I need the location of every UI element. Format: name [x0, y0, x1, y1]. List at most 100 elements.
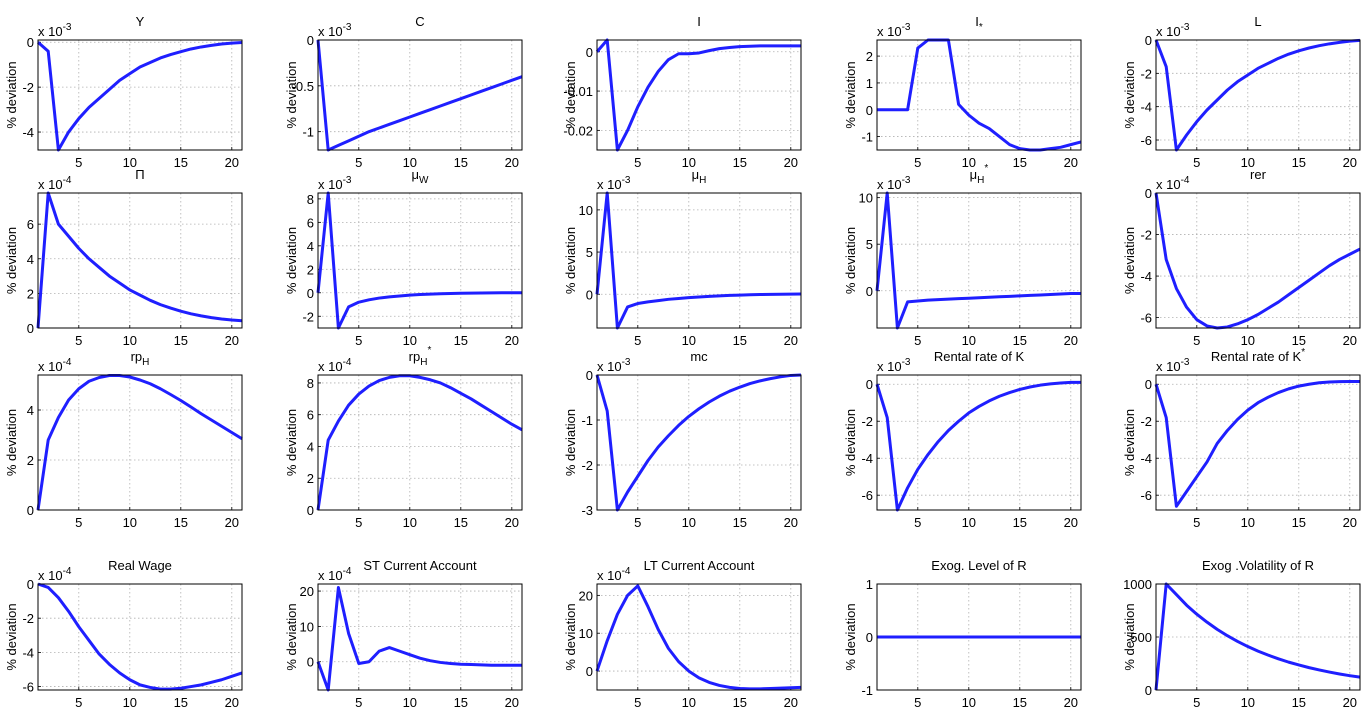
- y-axis-label: % deviation: [563, 603, 578, 670]
- scale-exponent: -3: [902, 175, 911, 186]
- series-line: [595, 373, 802, 512]
- x-tick-label: 15: [733, 695, 747, 710]
- y-tick-label: 0: [586, 368, 593, 383]
- scale-exponent: -3: [343, 175, 352, 186]
- x-tick-label: 20: [784, 155, 798, 170]
- axis-scale: x 10-4: [1156, 175, 1190, 192]
- chart-title: Exog .Volatility of R: [1202, 558, 1314, 573]
- title-text: I: [975, 14, 979, 29]
- x-tick-label: 5: [634, 695, 641, 710]
- x-tick-label: 15: [1292, 695, 1306, 710]
- x-tick-label: 20: [225, 333, 239, 348]
- x-tick-label: 5: [75, 695, 82, 710]
- title-text: LT Current Account: [644, 558, 755, 573]
- y-tick-label: -6: [22, 680, 34, 695]
- scale-base: x 10: [597, 568, 622, 583]
- y-tick-label: -4: [1140, 100, 1152, 115]
- x-tick-label: 15: [1013, 155, 1027, 170]
- x-tick-label: 10: [123, 695, 137, 710]
- y-tick-label: 0: [586, 287, 593, 302]
- y-tick-label: 6: [307, 215, 314, 230]
- plot-frame: [876, 192, 1082, 329]
- chart-title: LT Current Account: [644, 558, 755, 573]
- y-axis-label: % deviation: [563, 409, 578, 476]
- y-tick-label: -0.02: [563, 123, 593, 138]
- y-tick-label: 4: [27, 403, 34, 418]
- plot-frame: [317, 192, 523, 329]
- x-tick-label: 5: [634, 333, 641, 348]
- y-tick-label: -2: [1140, 228, 1152, 243]
- plot-frame: [37, 39, 243, 151]
- y-tick-label: 4: [307, 439, 314, 454]
- chart-title: rer: [1250, 167, 1267, 182]
- x-tick-label: 10: [123, 155, 137, 170]
- x-tick-label: 20: [1064, 333, 1078, 348]
- series-line: [316, 586, 522, 692]
- x-tick-label: 20: [1343, 333, 1357, 348]
- y-tick-label: 2: [27, 286, 34, 301]
- y-tick-label: 0: [27, 577, 34, 592]
- y-tick-label: 0: [307, 503, 314, 518]
- title-text: I: [697, 14, 701, 29]
- y-tick-label: -2: [1140, 414, 1152, 429]
- y-tick-label: -4: [1140, 269, 1152, 284]
- axis-scale: x 10-4: [318, 566, 352, 583]
- y-axis-label: % deviation: [284, 603, 299, 670]
- x-tick-label: 10: [1241, 515, 1255, 530]
- x-tick-label: 15: [733, 515, 747, 530]
- y-tick-label: 0: [586, 45, 593, 60]
- title-text: μ: [412, 167, 420, 182]
- chart-title: Rental rate of K: [934, 349, 1025, 364]
- scale-exponent: -3: [63, 22, 72, 33]
- series-line: [37, 582, 243, 691]
- title-subscript: H: [977, 175, 984, 186]
- x-tick-label: 5: [75, 155, 82, 170]
- x-tick-label: 10: [682, 333, 696, 348]
- x-tick-label: 10: [403, 515, 417, 530]
- plot-frame: [1155, 583, 1361, 691]
- x-tick-label: 15: [454, 155, 468, 170]
- title-text: Rental rate of K: [1211, 349, 1302, 364]
- y-axis-label: % deviation: [4, 61, 19, 128]
- y-tick-label: -0.5: [292, 79, 314, 94]
- y-tick-label: 5: [866, 237, 873, 252]
- y-axis-label: % deviation: [4, 409, 19, 476]
- axis-scale: x 10-3: [38, 22, 72, 39]
- plot-frame: [1155, 39, 1361, 151]
- chart-title: L: [1254, 14, 1261, 29]
- y-tick-label: 2: [307, 262, 314, 277]
- series-line: [595, 191, 802, 330]
- title-text: rp: [409, 349, 421, 364]
- chart-title: Y: [136, 14, 145, 29]
- x-tick-label: 20: [1064, 515, 1078, 530]
- scale-base: x 10: [318, 177, 343, 192]
- y-axis-label: % deviation: [1122, 603, 1137, 670]
- title-subscript: W: [419, 175, 429, 186]
- series-line: [875, 191, 1081, 330]
- axis-scale: x 10-3: [318, 175, 352, 192]
- axis-scale: x 10-3: [877, 175, 911, 192]
- y-axis-label: % deviation: [284, 227, 299, 294]
- title-text: rp: [131, 349, 143, 364]
- y-axis-label: % deviation: [1122, 227, 1137, 294]
- y-tick-label: 10: [579, 203, 593, 218]
- y-tick-label: 0: [866, 103, 873, 118]
- y-tick-label: 0: [1145, 683, 1152, 698]
- x-tick-label: 10: [962, 333, 976, 348]
- plot-frame: [1155, 192, 1361, 329]
- scale-base: x 10: [877, 24, 902, 39]
- y-tick-label: 500: [1130, 630, 1152, 645]
- y-tick-label: 0: [866, 284, 873, 299]
- y-axis-label: % deviation: [284, 409, 299, 476]
- scale-exponent: -3: [1181, 357, 1190, 368]
- x-tick-label: 10: [123, 333, 137, 348]
- y-tick-label: -4: [1140, 451, 1152, 466]
- plot-frame: [317, 374, 523, 511]
- x-tick-label: 20: [225, 695, 239, 710]
- x-tick-label: 10: [682, 695, 696, 710]
- y-tick-label: 1: [866, 577, 873, 592]
- y-tick-label: -1: [302, 125, 314, 140]
- x-tick-label: 20: [1343, 515, 1357, 530]
- y-tick-label: 2: [866, 49, 873, 64]
- plot-frame: [596, 39, 802, 151]
